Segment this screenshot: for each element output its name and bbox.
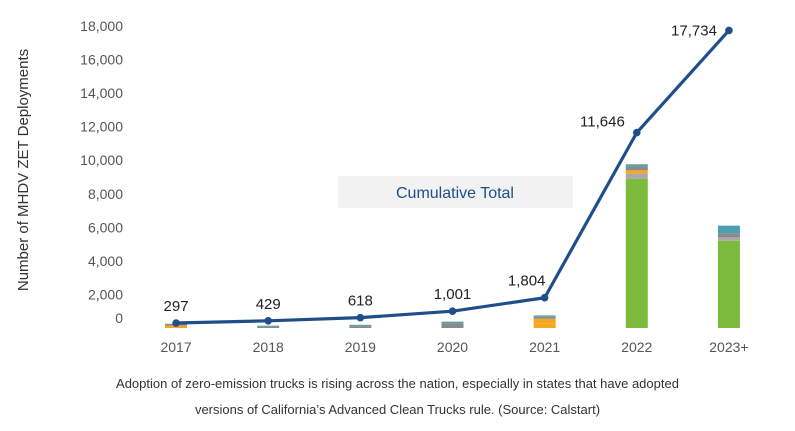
stacked-bars [165,164,740,328]
y-tick-label: 6,000 [88,219,123,235]
x-tick-label: 2019 [345,339,376,355]
annotation: Cumulative Total [338,176,573,208]
y-tick-label: 0 [115,310,123,326]
line-data-label: 17,734 [671,22,717,39]
x-tick-label: 2017 [160,339,191,355]
bar-segment [717,240,740,328]
annotation-box [338,176,573,208]
x-axis: 2017 2018 2019 2020 2021 2022 2023+ [160,339,748,355]
line-point [356,313,365,322]
y-tick-label: 8,000 [88,186,123,202]
bar-segment [257,325,280,327]
bar-segment [533,315,556,317]
caption-line-1: Adoption of zero-emission trucks is risi… [116,376,679,391]
x-tick-label: 2018 [253,339,284,355]
bar-segment [533,318,556,324]
line-point [725,26,733,35]
y-tick-label: 18,000 [80,18,123,34]
y-tick-label: 4,000 [88,253,123,269]
caption-line-2: versions of California’s Advanced Clean … [194,402,601,417]
y-tick-label: 12,000 [80,119,123,135]
line-data-label: 297 [164,298,189,315]
line-point [632,128,641,137]
cumulative-line: 297 429 618 1,001 1,804 11,646 17,734 [164,22,733,327]
line-point [540,293,549,302]
annotation-text: Cumulative Total [396,185,514,202]
x-tick-label: 2022 [621,339,652,355]
bar-segment [441,323,464,328]
bar-segment [717,237,740,241]
line-data-label: 11,646 [580,114,625,131]
bar-segment [625,170,648,174]
line-data-label: 618 [348,293,373,310]
chart: 0 2,000 4,000 6,000 8,000 10,000 12,000 14,000 1… [15,18,749,355]
bar-segment [533,316,556,319]
x-tick-label: 2023+ [709,339,748,355]
bar-segment [717,225,740,234]
bar-segment [349,326,372,328]
line-data-label: 1,001 [434,286,472,303]
y-tick-label: 10,000 [80,152,123,168]
line-data-label: 1,804 [508,273,546,290]
bar-segment [717,233,740,238]
line-point [448,307,457,316]
x-tick-label: 2021 [529,339,560,355]
x-tick-label: 2020 [437,339,468,355]
y-axis: 0 2,000 4,000 6,000 8,000 10,000 12,000 14,000 1… [80,18,123,326]
bar-segment [257,326,280,328]
y-tick-label: 14,000 [80,85,123,101]
line-point [264,317,273,325]
bar-segment [625,178,648,328]
y-tick-label: 2,000 [88,286,123,302]
line-data-label: 429 [256,296,281,313]
y-tick-label: 16,000 [80,52,123,68]
bar-segment [625,164,648,167]
bar-segment [625,173,648,179]
line-point [172,319,180,327]
bar-segment [533,323,556,328]
bar-segment [625,166,648,171]
bar-segment [349,324,372,327]
bar-segment [441,321,464,324]
y-axis-label: Number of MHDV ZET Deployments [15,49,32,291]
